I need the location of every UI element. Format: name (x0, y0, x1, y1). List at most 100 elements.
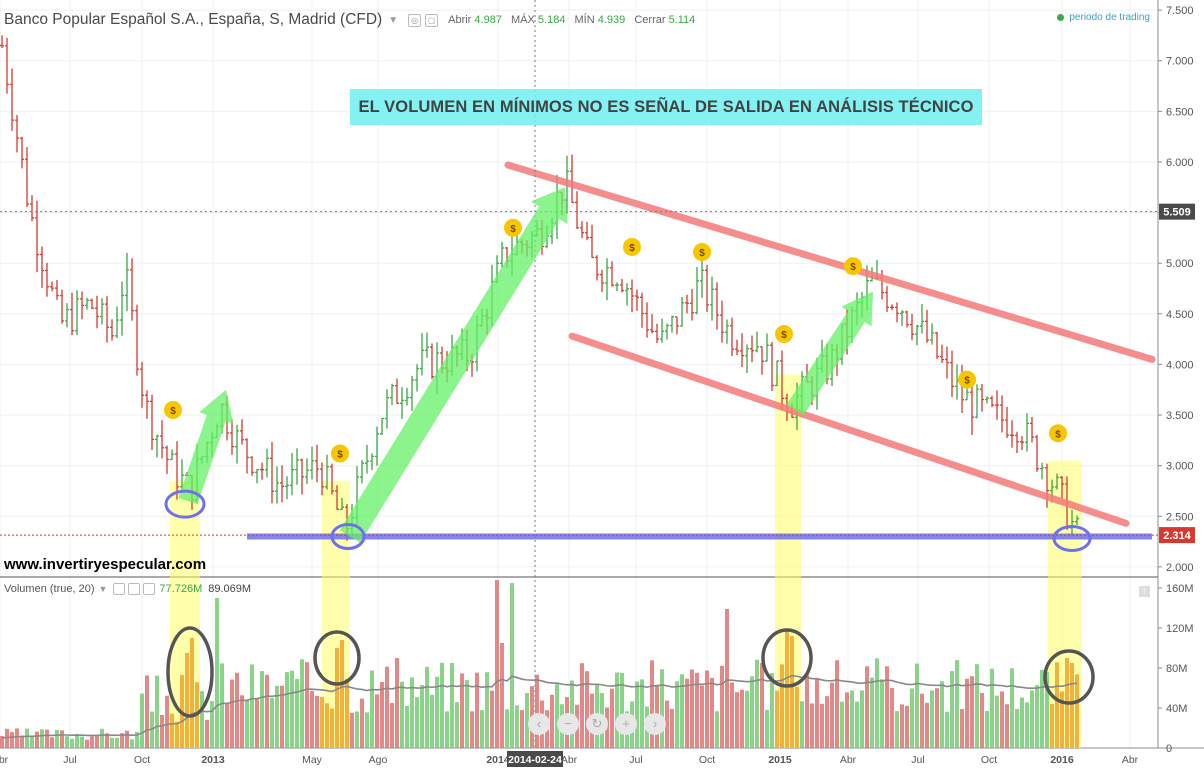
volume-bar (760, 663, 764, 748)
volume-bar (990, 668, 994, 748)
price-bar (645, 302, 649, 338)
price-bar (295, 448, 299, 485)
volume-value: 77.726M (159, 583, 203, 595)
volume-bar (850, 690, 854, 748)
volume-bar (70, 738, 74, 748)
volume-bar (185, 653, 189, 748)
volume-bar (970, 676, 974, 748)
volume-bar (115, 737, 119, 748)
volume-bar (795, 686, 799, 748)
volume-ma-value: 89.069M (208, 583, 252, 595)
price-bar (980, 384, 984, 412)
volume-bar (770, 673, 774, 748)
dividend-marker-label: $ (170, 406, 176, 417)
volume-bar (5, 728, 9, 748)
price-bar (365, 444, 369, 474)
price-bar (985, 396, 989, 404)
price-bar (710, 276, 714, 321)
price-bar (305, 458, 309, 485)
volume-bar (870, 677, 874, 748)
volume-bar (355, 711, 359, 748)
volume-bar (875, 658, 879, 748)
volume-bar (135, 731, 139, 748)
volume-bar (440, 662, 444, 748)
price-bar (1035, 434, 1039, 472)
scroll-left-button[interactable]: ‹ (528, 713, 550, 735)
price-bar (60, 289, 64, 324)
price-bar (610, 261, 614, 287)
price-bar (420, 333, 424, 376)
volume-bar (620, 672, 624, 748)
price-bar (370, 453, 374, 471)
volume-bar (95, 734, 99, 748)
volume-bar (375, 694, 379, 748)
dividend-marker: $ (775, 325, 793, 344)
price-bar (85, 297, 89, 310)
x-tick-label: 2014 (486, 754, 510, 766)
y-tick-label: 3.500 (1166, 410, 1194, 422)
volume-bar (65, 736, 69, 748)
price-bar (1010, 420, 1014, 448)
x-tick-label: Ago (369, 754, 388, 766)
price-bar (940, 344, 944, 364)
price-bar (975, 384, 979, 419)
price-bar (155, 434, 159, 458)
price-bar (110, 319, 114, 341)
volume-bar (250, 664, 254, 748)
dividend-marker-circle (775, 325, 793, 344)
volume-bar (335, 648, 339, 748)
volume-bar (455, 702, 459, 748)
dividend-marker-label: $ (699, 248, 705, 259)
settings-icon[interactable] (113, 583, 126, 595)
price-bar (275, 466, 279, 504)
price-bar (70, 292, 74, 336)
volume-bar (735, 692, 739, 748)
hide-icon[interactable]: ▢ (425, 13, 439, 27)
price-bar (270, 441, 274, 504)
volume-bar (380, 681, 384, 748)
volume-bar (60, 730, 64, 748)
dividend-marker-label: $ (510, 224, 516, 235)
trading-period-legend[interactable]: periodo de trading (1057, 12, 1150, 23)
volume-bar (515, 705, 519, 748)
dividend-marker-label: $ (850, 262, 856, 273)
scroll-right-button[interactable]: › (644, 713, 666, 735)
price-bar (750, 335, 754, 363)
price-bar (90, 298, 94, 310)
dividend-marker: $ (958, 370, 976, 389)
maximize-icon[interactable]: ↑ (1139, 586, 1150, 597)
volume-bar (555, 684, 559, 748)
close-icon[interactable] (143, 583, 156, 595)
price-bar (630, 279, 634, 313)
volume-bar (730, 682, 734, 748)
zoom-in-button[interactable]: + (615, 713, 637, 735)
low-highlight-ellipse (164, 489, 206, 519)
price-bar (100, 298, 104, 325)
price-bar (340, 497, 344, 511)
chevron-down-icon[interactable]: ▼ (98, 584, 108, 594)
price-bar (240, 419, 244, 445)
x-tick-label: Oct (699, 754, 715, 766)
price-bar (950, 350, 954, 397)
volume-bar (810, 703, 814, 748)
price-bar (245, 438, 249, 474)
zoom-out-button[interactable]: − (557, 713, 579, 735)
price-bar (115, 306, 119, 339)
price-bar (285, 476, 289, 500)
reset-button[interactable]: ↻ (586, 713, 608, 735)
hide-icon[interactable] (128, 583, 141, 595)
chevron-down-icon[interactable]: ▼ (388, 14, 399, 26)
volume-bar (900, 704, 904, 748)
price-bar (360, 459, 364, 484)
volume-bar (140, 693, 144, 748)
y-tick-label: 7.000 (1166, 56, 1194, 68)
dividend-marker-circle (958, 370, 976, 389)
price-bar (20, 136, 24, 169)
y-tick-label: 160M (1166, 583, 1194, 595)
price-bar (580, 221, 584, 239)
volume-bar (855, 701, 859, 748)
settings-icon[interactable]: ◎ (408, 13, 422, 27)
price-bar (150, 394, 154, 451)
volume-bar (1050, 703, 1054, 748)
